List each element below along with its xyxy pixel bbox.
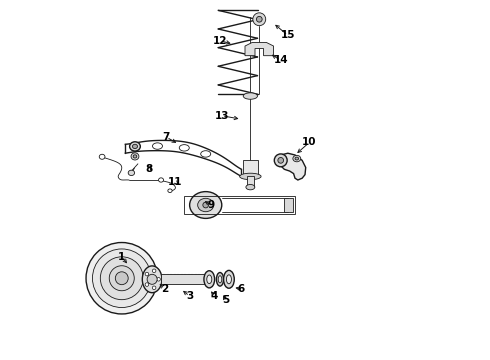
Text: 7: 7 <box>163 132 170 142</box>
Ellipse shape <box>201 151 211 157</box>
Bar <box>284 198 293 212</box>
Ellipse shape <box>133 155 137 158</box>
Text: 13: 13 <box>215 111 229 121</box>
Ellipse shape <box>295 157 298 160</box>
Ellipse shape <box>131 153 139 160</box>
Circle shape <box>100 257 143 300</box>
Ellipse shape <box>168 189 172 193</box>
Ellipse shape <box>190 192 222 219</box>
Circle shape <box>147 274 157 284</box>
Circle shape <box>157 278 160 281</box>
Circle shape <box>145 283 148 286</box>
Circle shape <box>278 157 284 163</box>
Circle shape <box>145 272 148 276</box>
Circle shape <box>152 269 156 273</box>
Ellipse shape <box>217 273 223 286</box>
Text: 8: 8 <box>145 164 152 174</box>
Ellipse shape <box>226 275 231 284</box>
Ellipse shape <box>246 184 255 190</box>
Text: 10: 10 <box>302 138 317 148</box>
Text: 12: 12 <box>213 36 227 46</box>
Bar <box>161 274 206 284</box>
Ellipse shape <box>218 276 222 283</box>
Circle shape <box>115 272 128 285</box>
Circle shape <box>253 13 266 26</box>
Circle shape <box>274 154 287 167</box>
Ellipse shape <box>223 270 234 288</box>
Polygon shape <box>245 42 273 56</box>
Bar <box>184 196 295 214</box>
Text: 5: 5 <box>222 295 229 305</box>
Ellipse shape <box>132 144 138 149</box>
Ellipse shape <box>197 198 214 212</box>
Circle shape <box>86 243 157 314</box>
Bar <box>247 176 254 187</box>
Ellipse shape <box>130 142 140 151</box>
Ellipse shape <box>293 156 301 162</box>
Text: 11: 11 <box>168 177 183 187</box>
Ellipse shape <box>152 143 163 149</box>
Ellipse shape <box>128 170 135 176</box>
Text: 6: 6 <box>238 284 245 294</box>
Text: 2: 2 <box>161 284 168 294</box>
Ellipse shape <box>159 178 164 182</box>
Ellipse shape <box>142 266 162 293</box>
Ellipse shape <box>203 202 209 208</box>
Circle shape <box>256 17 262 22</box>
Text: 9: 9 <box>207 200 215 210</box>
Text: 14: 14 <box>273 55 288 65</box>
Ellipse shape <box>179 145 189 151</box>
Text: 3: 3 <box>186 291 193 301</box>
Polygon shape <box>281 153 306 180</box>
Text: 1: 1 <box>118 252 125 262</box>
Ellipse shape <box>204 271 215 288</box>
Circle shape <box>152 286 156 289</box>
Circle shape <box>93 249 151 307</box>
Ellipse shape <box>207 275 212 284</box>
Circle shape <box>109 266 134 291</box>
Bar <box>243 160 258 176</box>
Ellipse shape <box>99 154 105 159</box>
Ellipse shape <box>243 93 258 99</box>
Text: 4: 4 <box>211 291 219 301</box>
Text: 15: 15 <box>281 30 295 40</box>
Ellipse shape <box>240 173 261 180</box>
